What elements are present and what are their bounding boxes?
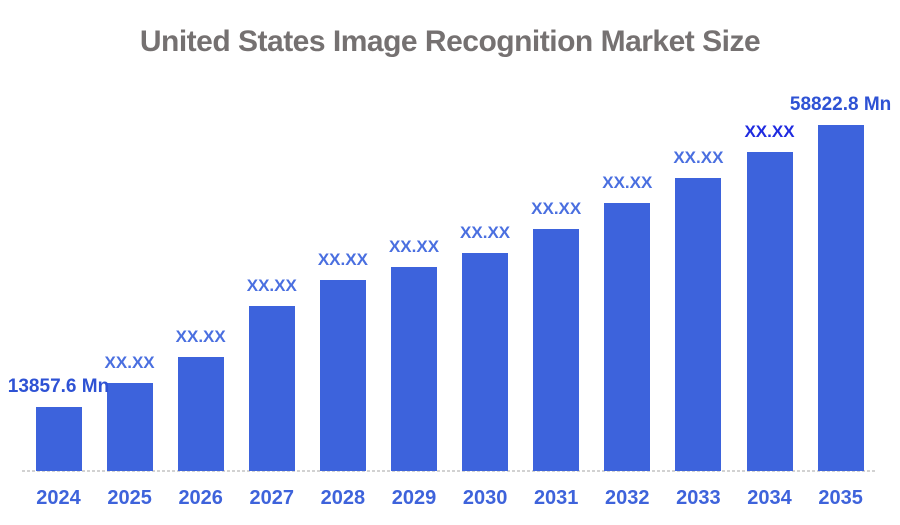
x-axis-label-2028: 2028 xyxy=(320,487,366,509)
bar-value-label-2026: XX.XX xyxy=(175,327,226,346)
bar-2030 xyxy=(462,253,509,471)
bar-value-label-2035: 58822.8 Mn xyxy=(789,94,892,115)
bar-value-label-2027: XX.XX xyxy=(246,276,297,295)
x-axis-label-2030: 2030 xyxy=(462,487,508,509)
x-axis-label-2025: 2025 xyxy=(107,487,152,509)
bar-2025 xyxy=(106,383,153,471)
bar-2024 xyxy=(35,407,82,471)
bar-value-label-2032: XX.XX xyxy=(602,173,653,192)
bar-value-label-2025: XX.XX xyxy=(104,353,155,372)
chart-title: United States Image Recognition Market S… xyxy=(139,25,761,58)
x-axis-label-2033: 2033 xyxy=(676,487,721,509)
bar-value-label-2030: XX.XX xyxy=(460,223,511,242)
bar-2028 xyxy=(319,280,366,471)
bar-value-label-2034: XX.XX xyxy=(744,122,795,141)
x-axis-label-2031: 2031 xyxy=(533,487,579,509)
bar-2029 xyxy=(391,267,437,471)
bar-2033 xyxy=(675,178,722,471)
bar-2032 xyxy=(604,203,651,471)
x-axis-label-2026: 2026 xyxy=(178,487,223,509)
x-axis-label-2032: 2032 xyxy=(605,487,650,509)
bar-value-label-2024: 13857.6 Mn xyxy=(7,376,110,397)
x-axis-label-2024: 2024 xyxy=(36,487,81,509)
x-axis-label-2027: 2027 xyxy=(249,487,295,509)
bar-2026 xyxy=(177,357,224,471)
x-axis-label-2034: 2034 xyxy=(747,487,792,509)
bar-2034 xyxy=(746,152,793,471)
bar-value-label-2029: XX.XX xyxy=(388,237,440,256)
x-axis-label-2035: 2035 xyxy=(818,487,863,509)
bar-value-label-2031: XX.XX xyxy=(531,199,582,218)
x-axis-label-2029: 2029 xyxy=(391,487,437,509)
bar-value-label-2028: XX.XX xyxy=(317,250,368,269)
bar-2035 xyxy=(817,125,864,471)
bar-value-label-2033: XX.XX xyxy=(673,148,724,167)
x-axis-line xyxy=(22,470,877,472)
bar-2027 xyxy=(248,306,295,471)
bar-2031 xyxy=(533,229,580,471)
